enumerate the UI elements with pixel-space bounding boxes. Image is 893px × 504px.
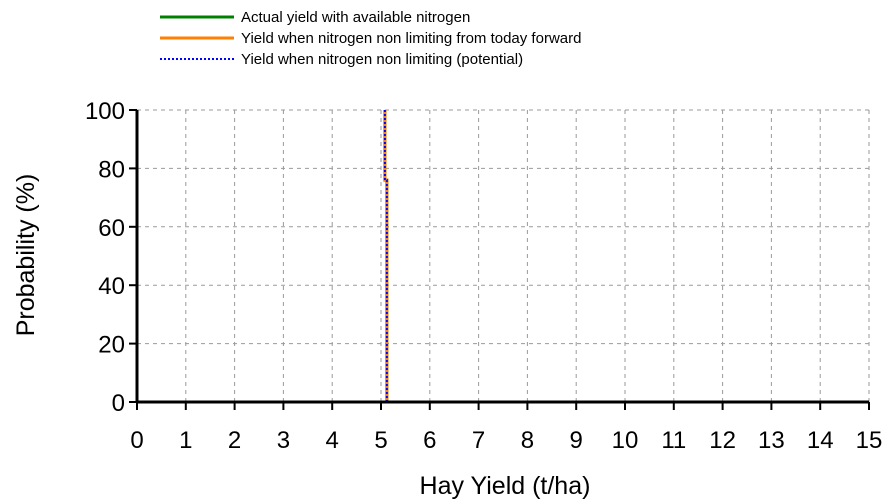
series-line-3 xyxy=(383,110,388,402)
x-tick-label: 3 xyxy=(277,427,290,454)
x-tick-label: 2 xyxy=(228,427,241,454)
x-tick-label: 7 xyxy=(472,427,485,454)
y-tick-label: 100 xyxy=(85,98,125,125)
x-tick-label: 5 xyxy=(374,427,387,454)
series-layer xyxy=(383,110,389,402)
x-tick-label: 10 xyxy=(612,427,639,454)
x-tick-label: 13 xyxy=(758,427,785,454)
legend-label-1: Actual yield with available nitrogen xyxy=(241,9,470,26)
legend-label-3: Yield when nitrogen non limiting (potent… xyxy=(241,51,523,68)
x-tick-label: 15 xyxy=(856,427,883,454)
x-axis-title: Hay Yield (t/ha) xyxy=(420,472,591,500)
grid xyxy=(137,109,870,402)
y-axis-title: Probability (%) xyxy=(12,174,40,337)
x-tick-label: 6 xyxy=(423,427,436,454)
x-tick-label: 12 xyxy=(709,427,736,454)
axes xyxy=(129,109,870,410)
legend-label-2: Yield when nitrogen non limiting from to… xyxy=(241,30,581,47)
y-tick-label: 20 xyxy=(98,332,125,359)
x-tick-label: 0 xyxy=(130,427,143,454)
x-tick-label: 1 xyxy=(179,427,192,454)
x-tick-label: 4 xyxy=(326,427,339,454)
x-tick-label: 9 xyxy=(570,427,583,454)
y-tick-label: 40 xyxy=(98,273,125,300)
y-tick-label: 60 xyxy=(98,215,125,242)
y-tick-label: 0 xyxy=(112,390,125,417)
y-tick-label: 80 xyxy=(98,156,125,183)
legend: Actual yield with available nitrogen Yiel… xyxy=(160,9,581,68)
x-tick-label: 11 xyxy=(661,427,686,454)
x-tick-label: 14 xyxy=(807,427,834,454)
x-tick-label: 8 xyxy=(521,427,534,454)
